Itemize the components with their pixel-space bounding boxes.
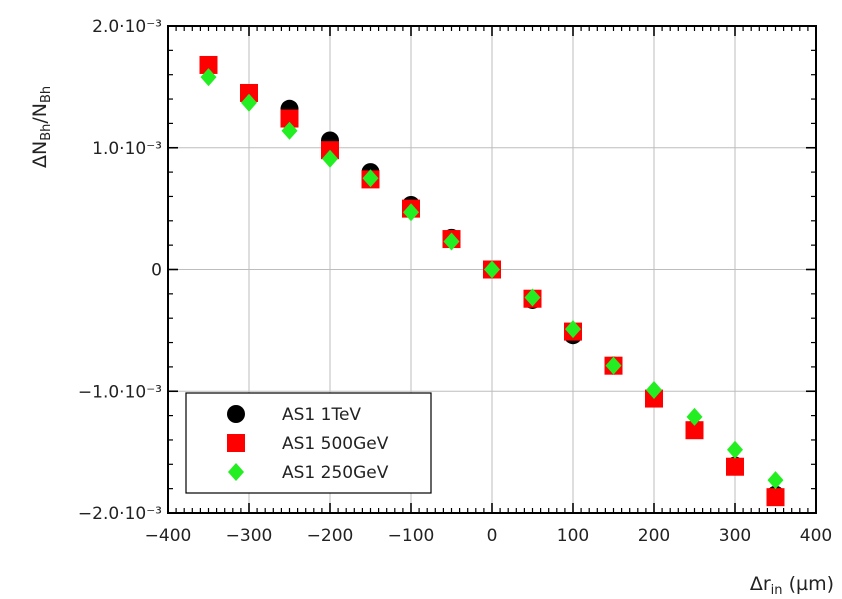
legend-box	[185, 392, 432, 494]
x-tick-label: 100	[557, 526, 589, 546]
data-point-as1-250gev	[767, 471, 784, 490]
x-tick-label: −300	[226, 526, 273, 546]
data-point-as1-250gev	[281, 121, 298, 140]
x-tick-label: −100	[388, 526, 435, 546]
data-point-as1-250gev	[524, 288, 541, 307]
legend-marker-as1-500gev	[227, 434, 245, 452]
data-point-as1-250gev	[686, 407, 703, 426]
legend: AS1 1TeV AS1 500GeV AS1 250GeV	[185, 392, 432, 494]
legend-label-as1-1tev: AS1 1TeV	[282, 405, 361, 425]
data-point-as1-500gev	[199, 55, 218, 74]
data-point-as1-250gev	[605, 356, 622, 375]
x-tick-label: −200	[307, 526, 354, 546]
legend-marker-as1-1tev	[227, 405, 245, 423]
y-axis-title: ΔNBh/NBh	[29, 86, 54, 168]
data-point-as1-250gev	[565, 320, 581, 339]
data-point-as1-250gev	[322, 149, 338, 168]
y-tick-label: −1.0·10⁻³	[78, 382, 162, 402]
y-tick-label: 2.0·10⁻³	[92, 17, 162, 37]
legend-marker-as1-250gev	[228, 463, 244, 481]
data-point-as1-500gev	[685, 421, 704, 440]
data-point-as1-500gev	[726, 457, 744, 476]
plot-frame	[167, 25, 817, 514]
legend-label-as1-250gev: AS1 250GeV	[282, 463, 389, 483]
x-axis-title: Δrin (µm)	[750, 573, 834, 598]
y-tick-labels: 2.0·10⁻³ 1.0·10⁻³ 0 −1.0·10⁻³ −2.0·10⁻³	[78, 17, 162, 524]
data-point-as1-250gev	[241, 93, 257, 112]
data-point-as1-250gev	[484, 260, 500, 279]
data-point-as1-250gev	[646, 381, 662, 400]
legend-label-as1-500gev: AS1 500GeV	[282, 434, 389, 454]
data-point-as1-500gev	[766, 488, 785, 507]
data-point-as1-500gev	[240, 83, 258, 102]
y-tick-label: −2.0·10⁻³	[78, 504, 162, 524]
x-tick-label: 0	[487, 526, 498, 546]
data-points	[199, 55, 785, 507]
y-tick-label: 1.0·10⁻³	[92, 139, 162, 159]
x-tick-label: 200	[638, 526, 670, 546]
data-point-as1-250gev	[200, 68, 217, 87]
x-tick-label: −400	[145, 526, 192, 546]
y-tick-label: 0	[151, 261, 162, 281]
data-point-as1-250gev	[403, 203, 419, 222]
x-tick-label: 400	[800, 526, 832, 546]
data-point-as1-250gev	[443, 232, 460, 251]
data-point-as1-500gev	[280, 109, 299, 128]
data-point-as1-250gev	[727, 440, 743, 459]
x-tick-labels: −400 −300 −200 −100 0 100 200 300 400	[145, 526, 833, 546]
data-point-as1-250gev	[362, 169, 379, 188]
x-tick-label: 300	[719, 526, 751, 546]
